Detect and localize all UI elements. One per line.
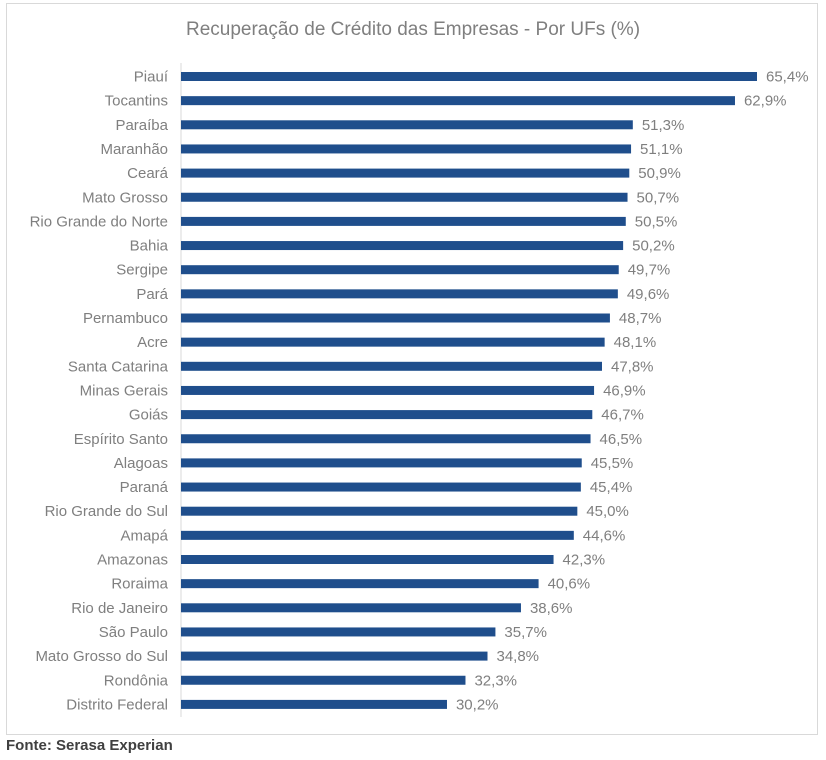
- bar: [181, 458, 582, 468]
- category-label: Mato Grosso: [82, 189, 168, 206]
- data-label: 32,3%: [474, 672, 517, 689]
- bar: [181, 289, 618, 299]
- bar: [181, 699, 447, 709]
- category-label: Piauí: [134, 69, 169, 86]
- bar: [181, 192, 628, 202]
- category-label: Tocantins: [105, 93, 168, 110]
- data-label: 42,3%: [563, 552, 606, 569]
- category-label: Pará: [136, 286, 168, 303]
- source-note: Fonte: Serasa Experian: [6, 737, 173, 754]
- data-label: 45,5%: [591, 455, 634, 472]
- bar: [181, 168, 630, 178]
- category-label: Paraíba: [115, 117, 168, 134]
- category-label: Goiás: [129, 407, 168, 424]
- data-label: 30,2%: [456, 696, 499, 713]
- category-label: Santa Catarina: [68, 358, 169, 375]
- bar: [181, 241, 624, 251]
- category-label: Rio de Janeiro: [71, 600, 168, 617]
- data-label: 48,7%: [619, 310, 662, 327]
- bar: [181, 555, 554, 564]
- category-label: Espírito Santo: [74, 431, 168, 448]
- data-label: 46,5%: [600, 431, 643, 448]
- bar: [181, 579, 539, 589]
- bar: [181, 627, 496, 637]
- data-label: 50,2%: [632, 238, 675, 255]
- category-label: Alagoas: [114, 455, 168, 472]
- data-label: 51,1%: [640, 141, 683, 158]
- data-label: 46,7%: [601, 407, 644, 424]
- bar: [181, 144, 632, 154]
- data-label: 65,4%: [766, 69, 809, 86]
- bar: [181, 265, 619, 275]
- data-label: 50,7%: [637, 189, 680, 206]
- category-label: Maranhão: [100, 141, 168, 158]
- data-label: 45,4%: [590, 479, 633, 496]
- category-label: Sergipe: [116, 262, 168, 279]
- data-label: 50,9%: [638, 165, 681, 182]
- bar: [181, 96, 735, 106]
- data-label: 48,1%: [614, 334, 657, 351]
- data-label: 51,3%: [642, 117, 685, 134]
- bar: [181, 506, 578, 516]
- bar: [181, 530, 574, 540]
- category-label: Pernambuco: [83, 310, 168, 327]
- category-label: Distrito Federal: [66, 696, 168, 713]
- category-label: Acre: [137, 334, 168, 351]
- category-label: Minas Gerais: [80, 382, 168, 399]
- data-label: 62,9%: [744, 93, 787, 110]
- bar: [181, 216, 626, 226]
- data-label: 47,8%: [611, 358, 654, 375]
- bar: [181, 72, 757, 81]
- category-label: Amazonas: [97, 552, 168, 569]
- bar: [181, 313, 610, 323]
- category-label: Mato Grosso do Sul: [35, 648, 168, 665]
- category-label: Rondônia: [104, 672, 169, 689]
- category-label: Roraima: [111, 576, 168, 593]
- data-label: 44,6%: [583, 527, 626, 544]
- bar: [181, 434, 591, 444]
- bar: [181, 385, 595, 395]
- data-label: 38,6%: [530, 600, 573, 617]
- chart-title: Recuperação de Crédito das Empresas - Po…: [185, 19, 641, 40]
- bar-chart: Piauí 65,4% Tocantins 62,9% Paraíba 51,3% Mara…: [30, 63, 809, 717]
- data-label: 50,5%: [635, 213, 678, 230]
- bar: [181, 482, 581, 492]
- category-label: Amapá: [120, 527, 168, 544]
- bar: [181, 603, 521, 613]
- bar: [181, 675, 466, 685]
- category-label: Ceará: [127, 165, 169, 182]
- category-label: Rio Grande do Sul: [45, 503, 168, 520]
- category-label: São Paulo: [99, 624, 168, 641]
- data-label: 49,6%: [627, 286, 670, 303]
- bar: [181, 651, 488, 661]
- category-label: Rio Grande do Norte: [30, 213, 168, 230]
- data-label: 49,7%: [628, 262, 671, 279]
- data-label: 46,9%: [603, 382, 646, 399]
- bar: [181, 410, 593, 420]
- data-label: 35,7%: [504, 624, 547, 641]
- data-label: 40,6%: [548, 576, 591, 593]
- category-label: Paraná: [120, 479, 169, 496]
- bar: [181, 120, 633, 130]
- bar: [181, 337, 605, 347]
- data-label: 45,0%: [586, 503, 629, 520]
- data-label: 34,8%: [496, 648, 539, 665]
- category-label: Bahia: [130, 238, 169, 255]
- bar: [181, 361, 602, 371]
